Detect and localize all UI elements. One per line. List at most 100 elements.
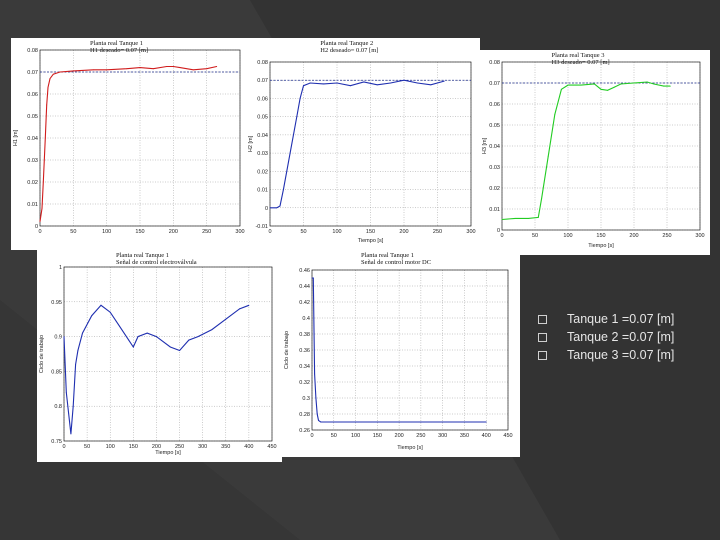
data-point [560,88,562,90]
data-point [398,421,400,423]
x-tick-label: 200 [169,229,178,235]
data-point [41,207,43,209]
series-line [270,79,445,209]
list-item: Tanque 3 =0.07 [m] [538,346,708,364]
chart-subtitle: H2 deseado= 0.07 [m] [320,47,378,54]
x-tick-label: 250 [416,433,425,439]
x-tick-label: 0 [268,229,271,235]
data-point [527,218,529,219]
chart-subtitle: Señal de control electroválvula [116,259,197,266]
data-point [70,433,72,435]
target-levels-list: Tanque 1 =0.07 [m] Tanque 2 =0.07 [m] Ta… [538,310,708,364]
y-tick-label: 0.06 [27,92,38,98]
x-tick-label: 50 [331,433,337,439]
x-tick-label: 0 [500,233,503,239]
data-point [430,84,432,86]
data-point [303,85,304,87]
data-point [646,81,648,83]
bullet-square-icon [538,332,547,342]
data-point [296,116,298,118]
data-point [68,412,70,414]
bullet-square-icon [538,350,547,360]
y-tick-label: 0 [265,206,268,212]
data-point [541,198,543,199]
y-tick-label: 0.75 [51,439,62,445]
chart-panel-motor-control: Planta real Tanque 1 Señal de control mot… [282,250,520,457]
y-axis-label: Ciclo de trabajo [284,331,290,369]
x-axis-label: Tiempo [s] [358,238,384,244]
data-point [547,156,549,157]
x-tick-label: 100 [563,233,572,239]
chart-subtitle: H3 deseado= 0.07 [m] [552,59,610,66]
chart-svg: Planta real Tanque 1H1 deseado= 0.07 [m]… [13,40,245,235]
series-line [312,277,487,423]
x-tick-label: 200 [399,229,408,235]
data-point [593,83,595,85]
y-tick-label: 0.95 [51,300,62,306]
chart-title: Planta real Tanque 1 [90,40,143,47]
data-point [537,216,539,218]
data-point [106,69,108,71]
data-point [248,304,250,306]
x-tick-label: 200 [629,233,638,239]
data-point [59,71,61,73]
y-tick-label: 0.85 [51,369,62,375]
x-tick-label: 100 [351,433,360,439]
y-tick-label: 0.02 [27,180,38,186]
y-tick-label: 0.42 [299,300,310,306]
x-axis-label: Tiempo [s] [397,445,423,451]
y-tick-label: 0.06 [489,102,500,108]
data-point [82,332,83,334]
data-point [403,79,405,81]
data-point [216,66,218,67]
chart-title: Planta real Tanque 1 [116,252,169,259]
data-point [349,85,351,87]
y-tick-label: 0.9 [54,335,62,341]
x-tick-label: 250 [662,233,671,239]
y-tick-label: 0.04 [489,144,500,150]
data-point [179,350,181,351]
chart-panel-tank3-level: Planta real Tanque 3 H3 deseado= 0.07 [m]… [480,50,710,255]
y-tick-label: 0.34 [299,364,310,370]
x-tick-label: 150 [129,444,138,450]
data-point [653,83,655,85]
data-point [188,339,190,341]
x-tick-label: 50 [300,229,306,235]
y-tick-label: 0.08 [489,60,500,66]
data-point [42,181,44,183]
data-point [100,304,102,306]
data-point [613,86,615,88]
x-tick-label: 50 [70,229,76,235]
x-tick-label: 200 [152,444,161,450]
data-point [501,219,503,220]
data-point [211,329,213,331]
y-tick-label: 0.01 [489,207,500,213]
x-tick-label: 0 [38,229,41,235]
data-point [315,397,317,399]
data-point [390,82,392,84]
bullet-text: Tanque 3 =0.07 [m] [567,348,675,362]
data-point [442,421,444,423]
data-point [152,68,154,70]
bullet-text: Tanque 1 =0.07 [m] [567,312,675,326]
data-point [323,83,325,85]
y-tick-label: 1 [59,265,62,271]
x-tick-label: 150 [373,433,382,439]
data-point [376,84,378,86]
x-tick-label: 250 [175,444,184,450]
data-point [166,66,168,67]
data-point [137,336,139,338]
chart-svg: Planta real Tanque 3H3 deseado= 0.07 [m]… [482,52,705,249]
y-tick-label: 0.26 [299,428,310,434]
y-tick-label: 0.08 [27,48,38,54]
y-tick-label: 0 [35,224,38,230]
y-tick-label: 0.01 [257,188,268,194]
y-axis-label: Ciclo de trabajo [39,335,45,373]
y-tick-label: 0.01 [27,202,38,208]
data-point [119,325,120,327]
data-point [669,85,671,87]
data-point [485,421,487,423]
data-point [225,318,227,320]
x-tick-label: 300 [235,229,244,235]
